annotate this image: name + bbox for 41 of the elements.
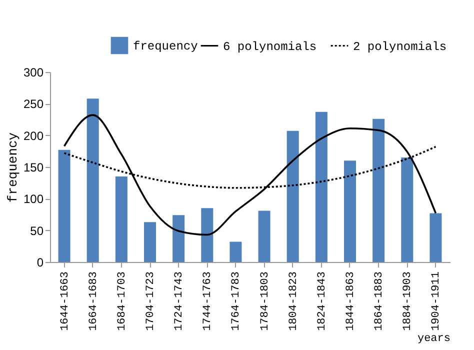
bar	[344, 160, 356, 262]
bar	[258, 210, 270, 262]
x-tick-label: 1744-1763	[202, 272, 214, 331]
x-tick-label: 1804-1823	[288, 272, 300, 331]
legend-label: 6 polynomials	[223, 40, 317, 54]
bar	[86, 98, 99, 262]
bar	[172, 215, 185, 262]
bar	[286, 130, 299, 262]
bar	[58, 150, 70, 262]
x-tick-label: 1644-1663	[59, 272, 72, 331]
bar	[372, 118, 385, 262]
legend-label: 2 polynomials	[353, 40, 447, 54]
bar	[144, 222, 156, 262]
x-tick-label: 1824-1843	[316, 272, 328, 331]
y-tick-label: 0	[36, 256, 44, 270]
y-tick-label: 50	[30, 224, 44, 238]
y-tick-label: 300	[23, 66, 44, 80]
x-tick-label: 1684-1703	[116, 272, 128, 331]
y-tick-label: 150	[23, 160, 44, 174]
y-tick-label: 100	[23, 192, 44, 206]
y-tick-label: 200	[23, 128, 44, 143]
x-tick-label: 1664-1683	[88, 272, 100, 331]
bar	[315, 112, 328, 262]
bar	[115, 176, 128, 262]
bar	[401, 158, 414, 262]
y-tick-label: 250	[23, 97, 44, 112]
x-tick-label: 1864-1883	[374, 272, 386, 331]
x-tick-label: 1904-1911	[430, 271, 443, 331]
bar	[201, 208, 214, 262]
y-axis-title: frequency	[5, 132, 20, 203]
bar	[230, 242, 242, 262]
x-tick-label: 1844-1863	[345, 272, 357, 331]
x-tick-label: 1784-1803	[259, 272, 272, 331]
x-tick-label: 1884-1903	[402, 272, 414, 331]
x-tick-label: 1704-1723	[145, 272, 157, 331]
bar	[430, 213, 442, 262]
x-tick-label: 1764-1783	[230, 272, 243, 331]
x-axis-title: years	[417, 332, 450, 345]
legend-label: frequency	[133, 40, 198, 54]
line-series	[63, 114, 437, 236]
x-tick-label: 1724-1743	[174, 272, 186, 331]
